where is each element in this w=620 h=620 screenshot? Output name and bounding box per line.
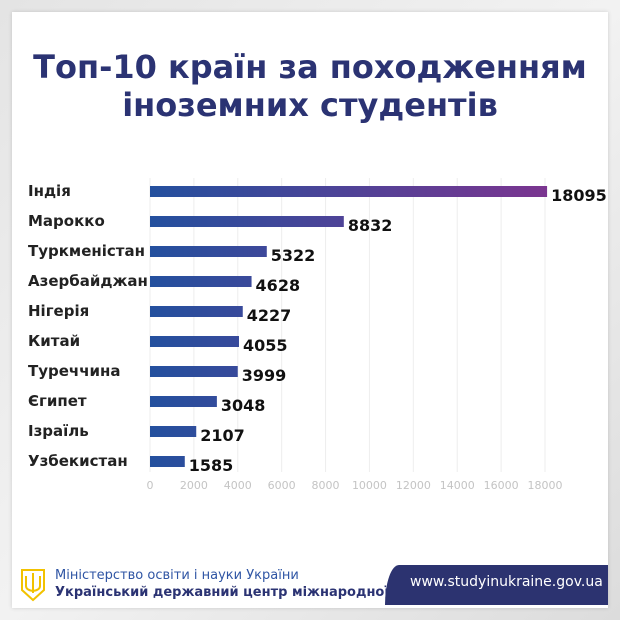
bar xyxy=(150,426,197,437)
bar xyxy=(150,186,548,197)
x-tick-label: 14000 xyxy=(440,479,475,492)
data-label: 18095 xyxy=(551,186,607,205)
data-label: 1585 xyxy=(189,456,234,475)
category-label: Ізраїль xyxy=(28,422,89,440)
bar xyxy=(150,456,185,467)
bar xyxy=(150,336,239,347)
x-tick-label: 2000 xyxy=(180,479,208,492)
bar xyxy=(150,396,217,407)
data-label: 2107 xyxy=(200,426,245,445)
x-tick-label: 0 xyxy=(147,479,154,492)
coat-of-arms-icon xyxy=(21,569,45,602)
category-label: Узбекистан xyxy=(28,452,128,470)
data-label: 4227 xyxy=(247,306,292,325)
bar xyxy=(150,216,344,227)
x-tick-label: 6000 xyxy=(268,479,296,492)
data-label: 3999 xyxy=(242,366,287,385)
center-name: Український державний центр міжнародної … xyxy=(55,585,440,600)
title-line-2: іноземних студентів xyxy=(122,86,498,124)
title-line-1: Топ-10 країн за походженням xyxy=(33,48,587,86)
data-label: 8832 xyxy=(348,216,393,235)
ministry-name: Міністерство освіти і науки України xyxy=(55,568,299,583)
url-banner xyxy=(385,565,608,605)
bar-chart: 0 2000 4000 6000 8000 10000 12000 14000 16000 180… xyxy=(28,178,607,492)
category-label: Марокко xyxy=(28,212,105,230)
category-label: Азербайджан xyxy=(28,272,148,290)
bar xyxy=(150,276,252,287)
x-tick-label: 12000 xyxy=(396,479,431,492)
data-label: 4055 xyxy=(243,336,288,355)
bar xyxy=(150,366,238,377)
category-label: Китай xyxy=(28,332,80,350)
data-label: 3048 xyxy=(221,396,266,415)
category-label: Туреччина xyxy=(28,362,121,380)
bar xyxy=(150,306,243,317)
category-label: Єгипет xyxy=(28,392,87,410)
chart-title: Топ-10 країн за походженням іноземних ст… xyxy=(0,48,620,124)
website-link[interactable]: www.studyinukraine.gov.ua xyxy=(410,574,603,590)
data-label: 4628 xyxy=(256,276,301,295)
x-tick-label: 10000 xyxy=(352,479,387,492)
data-label: 5322 xyxy=(271,246,316,265)
category-label: Нігерія xyxy=(28,302,89,320)
x-tick-label: 16000 xyxy=(484,479,519,492)
category-label: Туркменістан xyxy=(28,242,145,260)
x-tick-label: 8000 xyxy=(312,479,340,492)
category-label: Індія xyxy=(28,182,71,200)
card xyxy=(12,12,608,608)
x-tick-label: 18000 xyxy=(528,479,563,492)
bar xyxy=(150,246,267,257)
x-tick-label: 4000 xyxy=(224,479,252,492)
